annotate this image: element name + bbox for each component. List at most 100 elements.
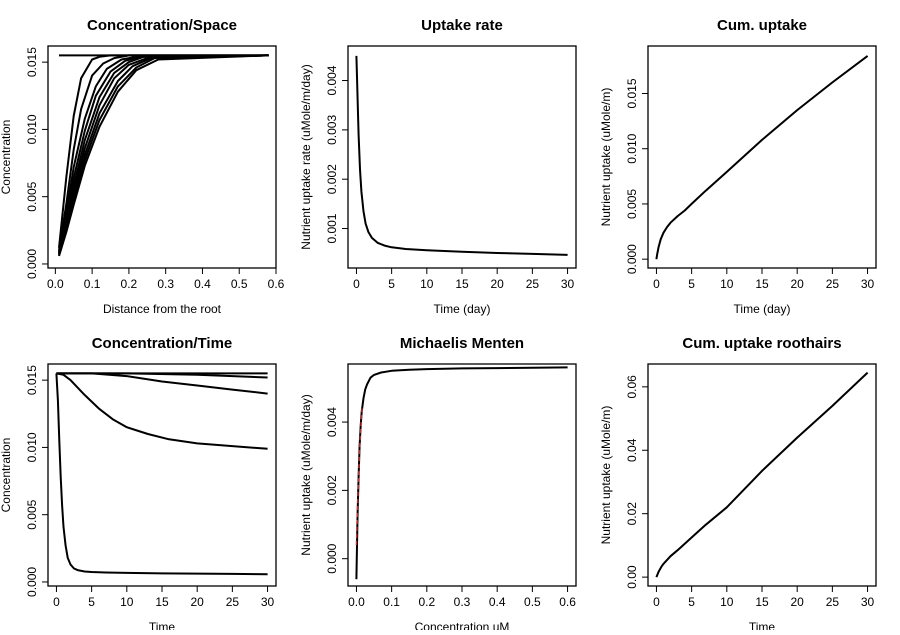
series-line-5 bbox=[59, 55, 269, 253]
y-tick-label: 0.004 bbox=[325, 407, 339, 437]
chart-title: Cum. uptake roothairs bbox=[682, 335, 841, 352]
y-tick-label: 0.000 bbox=[25, 567, 39, 597]
x-tick-label: 25 bbox=[226, 595, 240, 609]
y-axis-label: Nutrient uptake (uMole/m) bbox=[599, 406, 613, 545]
x-tick-label: 15 bbox=[455, 277, 469, 291]
x-tick-label: 0.5 bbox=[231, 277, 248, 291]
x-tick-label: 0 bbox=[353, 277, 360, 291]
chart-title: Concentration/Space bbox=[87, 17, 237, 34]
figure: Concentration/Space 0.0 0.1 0.2 0.3 0.4 0.5 0.6… bbox=[0, 0, 900, 630]
series-line-6 bbox=[59, 55, 269, 254]
x-tick-label: 0.2 bbox=[418, 595, 435, 609]
x-tick-label: 5 bbox=[688, 277, 695, 291]
x-tick-label: 30 bbox=[561, 277, 575, 291]
plot-frame bbox=[348, 364, 576, 586]
series-line-3 bbox=[59, 55, 269, 252]
y-tick-label: 0.04 bbox=[625, 438, 639, 462]
x-tick-label: 0.3 bbox=[157, 277, 174, 291]
y-tick-label: 0.000 bbox=[25, 249, 39, 279]
x-tick-label: 0.1 bbox=[84, 277, 101, 291]
series-line-4 bbox=[59, 55, 269, 253]
chart-title: Concentration/Time bbox=[92, 335, 233, 352]
chart-title: Uptake rate bbox=[421, 17, 503, 34]
x-tick-label: 10 bbox=[720, 277, 734, 291]
x-tick-label: 0.4 bbox=[489, 595, 506, 609]
x-tick-label: 0.1 bbox=[383, 595, 400, 609]
series-line-3 bbox=[56, 373, 267, 448]
x-tick-label: 20 bbox=[791, 595, 805, 609]
x-tick-label: 20 bbox=[791, 277, 805, 291]
x-tick-label: 0.6 bbox=[268, 277, 285, 291]
x-tick-label: 15 bbox=[155, 595, 169, 609]
x-tick-label: 0.3 bbox=[454, 595, 471, 609]
y-axis-label: Nutrient uptake (uMole/m/day) bbox=[299, 394, 313, 555]
x-tick-label: 0 bbox=[653, 277, 660, 291]
chart-title: Cum. uptake bbox=[717, 17, 807, 34]
series-line-0 bbox=[656, 373, 867, 577]
x-tick-label: 0.0 bbox=[348, 595, 365, 609]
y-tick-label: 0.005 bbox=[25, 181, 39, 211]
y-tick-label: 0.010 bbox=[25, 114, 39, 144]
x-tick-label: 5 bbox=[388, 277, 395, 291]
x-tick-label: 5 bbox=[88, 595, 95, 609]
y-tick-label: 0.005 bbox=[625, 189, 639, 219]
y-tick-label: 0.015 bbox=[25, 47, 39, 77]
y-tick-label: 0.004 bbox=[325, 65, 339, 95]
x-tick-label: 0.5 bbox=[524, 595, 541, 609]
x-axis-label: Time (day) bbox=[434, 302, 491, 316]
y-tick-label: 0.005 bbox=[25, 499, 39, 529]
plot-frame bbox=[648, 46, 876, 268]
series-line-0 bbox=[356, 56, 567, 255]
chart-p1: Concentration/Space 0.0 0.1 0.2 0.3 0.4 0.5 0.6… bbox=[0, 17, 285, 316]
series-line-4 bbox=[56, 373, 267, 574]
chart-p4: Concentration/Time 0 5 10 15 20 25 30 Time 0.000 0… bbox=[0, 335, 276, 630]
x-tick-label: 10 bbox=[720, 595, 734, 609]
x-tick-label: 20 bbox=[491, 277, 505, 291]
y-tick-label: 0.010 bbox=[25, 432, 39, 462]
y-tick-label: 0.010 bbox=[625, 133, 639, 163]
x-tick-label: 15 bbox=[755, 595, 769, 609]
x-tick-label: 20 bbox=[191, 595, 205, 609]
y-axis-label: Nutrient uptake rate (uMole/m/day) bbox=[299, 64, 313, 249]
y-tick-label: 0.06 bbox=[625, 375, 639, 399]
x-tick-label: 25 bbox=[826, 277, 840, 291]
y-tick-label: 0.002 bbox=[325, 164, 339, 194]
x-tick-label: 10 bbox=[120, 595, 134, 609]
chart-title: Michaelis Menten bbox=[400, 335, 524, 352]
y-axis-label: Concentration bbox=[0, 438, 13, 513]
x-tick-label: 25 bbox=[526, 277, 540, 291]
x-tick-label: 0 bbox=[53, 595, 60, 609]
x-tick-label: 0.2 bbox=[121, 277, 138, 291]
series-line-9 bbox=[59, 55, 269, 256]
chart-p6: Cum. uptake roothairs 0 5 10 15 20 25 30 Time 0.0… bbox=[599, 335, 876, 630]
x-tick-label: 0.0 bbox=[47, 277, 64, 291]
plot-frame bbox=[48, 364, 276, 586]
y-tick-label: 0.000 bbox=[625, 244, 639, 274]
y-tick-label: 0.002 bbox=[325, 475, 339, 505]
x-axis-label: Time bbox=[149, 620, 176, 630]
series-line-0 bbox=[656, 56, 867, 259]
figure-canvas: Concentration/Space 0.0 0.1 0.2 0.3 0.4 0.5 0.6… bbox=[0, 0, 900, 630]
plot-frame bbox=[348, 46, 576, 268]
x-axis-label: Time bbox=[749, 620, 776, 630]
y-axis-label: Nutrient uptake (uMole/m) bbox=[599, 88, 613, 227]
y-tick-label: 0.015 bbox=[25, 365, 39, 395]
x-tick-label: 30 bbox=[861, 277, 875, 291]
y-tick-label: 0.001 bbox=[325, 213, 339, 243]
series-line-8 bbox=[59, 55, 269, 256]
x-axis-label: Time (day) bbox=[734, 302, 791, 316]
x-axis-label: Concentration uM bbox=[415, 620, 510, 630]
x-tick-label: 15 bbox=[755, 277, 769, 291]
y-tick-label: 0.000 bbox=[325, 543, 339, 573]
y-tick-label: 0.00 bbox=[625, 565, 639, 589]
x-tick-label: 25 bbox=[826, 595, 840, 609]
x-tick-label: 5 bbox=[688, 595, 695, 609]
chart-p2: Uptake rate 0 5 10 15 20 25 30 Time (day) 0.001 0.… bbox=[299, 17, 576, 316]
series-line-7 bbox=[59, 55, 269, 254]
x-tick-label: 30 bbox=[861, 595, 875, 609]
y-axis-label: Concentration bbox=[0, 120, 13, 195]
x-tick-label: 30 bbox=[261, 595, 275, 609]
y-tick-label: 0.003 bbox=[325, 115, 339, 145]
x-tick-label: 0 bbox=[653, 595, 660, 609]
chart-p5: Michaelis Menten 0.0 0.1 0.2 0.3 0.4 0.5 0.6 Con… bbox=[299, 335, 576, 630]
